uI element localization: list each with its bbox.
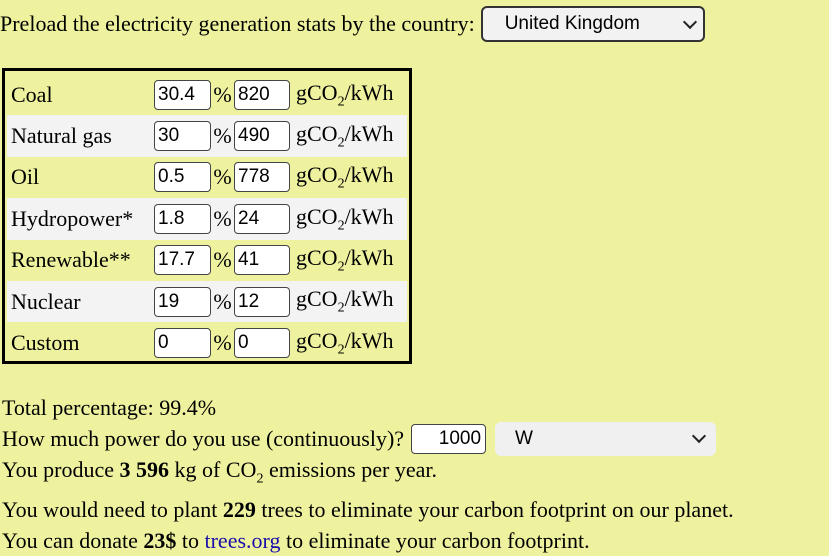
power-unit-select[interactable]: W: [495, 421, 717, 456]
trees-line: You would need to plant 229 trees to eli…: [2, 497, 734, 523]
percent-sign: %: [213, 330, 232, 356]
source-row: Coal 30.4% 820 gCO2/kWh: [7, 74, 407, 115]
country-select-value: United Kingdom: [504, 13, 640, 34]
source-row: Renewable** 17.7% 41 gCO2/kWh: [7, 240, 407, 281]
power-line: How much power do you use (continuously)…: [2, 421, 734, 456]
generation-table: Coal 30.4% 820 gCO2/kWh Natural gas 30% 490 gCO…: [2, 68, 412, 364]
power-unit-value: W: [515, 428, 533, 449]
percent-sign: %: [213, 288, 232, 314]
source-label: Custom: [11, 330, 80, 356]
donate-value: 23$: [143, 528, 177, 554]
source-label: Nuclear: [11, 288, 81, 314]
source-row: Nuclear 19% 12 gCO2/kWh: [7, 280, 407, 323]
co2-unit: gCO2/kWh: [296, 79, 394, 109]
co2-input[interactable]: 24: [234, 203, 290, 234]
source-label: Renewable**: [11, 247, 131, 273]
co2-input[interactable]: 0: [234, 328, 290, 359]
percent-input[interactable]: 0: [154, 328, 211, 359]
source-row: Natural gas 30% 490 gCO2/kWh: [7, 115, 407, 157]
country-select[interactable]: United Kingdom: [480, 6, 705, 42]
percent-input[interactable]: 30.4: [154, 79, 211, 110]
source-row: Hydropower* 1.8% 24 gCO2/kWh: [7, 198, 407, 240]
percent-sign: %: [213, 164, 232, 190]
donate-line: You can donate 23$ to trees.org to elimi…: [2, 528, 590, 554]
co2-input[interactable]: 490: [234, 121, 290, 152]
preload-row: Preload the electricity generation stats…: [0, 5, 705, 43]
co2-unit: gCO2/kWh: [296, 203, 394, 234]
source-label: Natural gas: [11, 123, 112, 149]
percent-input[interactable]: 19: [154, 286, 211, 317]
results: Total percentage: 99.4% How much power d…: [2, 392, 734, 556]
co2-unit: gCO2/kWh: [296, 327, 394, 358]
total-percentage: Total percentage: 99.4%: [2, 395, 217, 420]
power-question: How much power do you use (continuously)…: [2, 426, 405, 451]
trees-value: 229: [222, 497, 256, 523]
emissions-line: You produce 3 596 kg of CO2 emissions pe…: [2, 457, 437, 487]
trees-org-link[interactable]: trees.org: [204, 528, 281, 554]
emissions-value: 3 596: [119, 457, 170, 482]
source-label: Hydropower*: [11, 205, 134, 231]
co2-input[interactable]: 820: [234, 79, 290, 110]
co2-unit: gCO2/kWh: [296, 286, 394, 316]
co2-input[interactable]: 778: [234, 162, 290, 193]
percent-input[interactable]: 30: [154, 121, 211, 152]
co2-unit: gCO2/kWh: [296, 245, 394, 275]
power-input[interactable]: 1000: [411, 423, 487, 454]
percent-input[interactable]: 1.8: [154, 203, 211, 234]
co2-unit: gCO2/kWh: [296, 120, 394, 151]
percent-sign: %: [213, 123, 232, 149]
source-label: Coal: [11, 81, 53, 107]
chevron-down-icon: [682, 14, 697, 29]
percent-sign: %: [213, 247, 232, 273]
co2-input[interactable]: 12: [234, 286, 290, 317]
source-row: Custom 0% 0 gCO2/kWh: [7, 322, 407, 363]
total-percentage-value: 99.4%: [159, 395, 217, 420]
chevron-down-icon: [691, 428, 707, 444]
co2-input[interactable]: 41: [234, 245, 290, 276]
preload-label: Preload the electricity generation stats…: [0, 11, 475, 36]
percent-input[interactable]: 17.7: [154, 245, 211, 276]
source-label: Oil: [11, 164, 40, 190]
source-row: Oil 0.5% 778 gCO2/kWh: [7, 157, 407, 198]
percent-sign: %: [213, 81, 232, 107]
percent-input[interactable]: 0.5: [154, 162, 211, 193]
percent-sign: %: [213, 205, 232, 231]
co2-unit: gCO2/kWh: [296, 162, 394, 192]
